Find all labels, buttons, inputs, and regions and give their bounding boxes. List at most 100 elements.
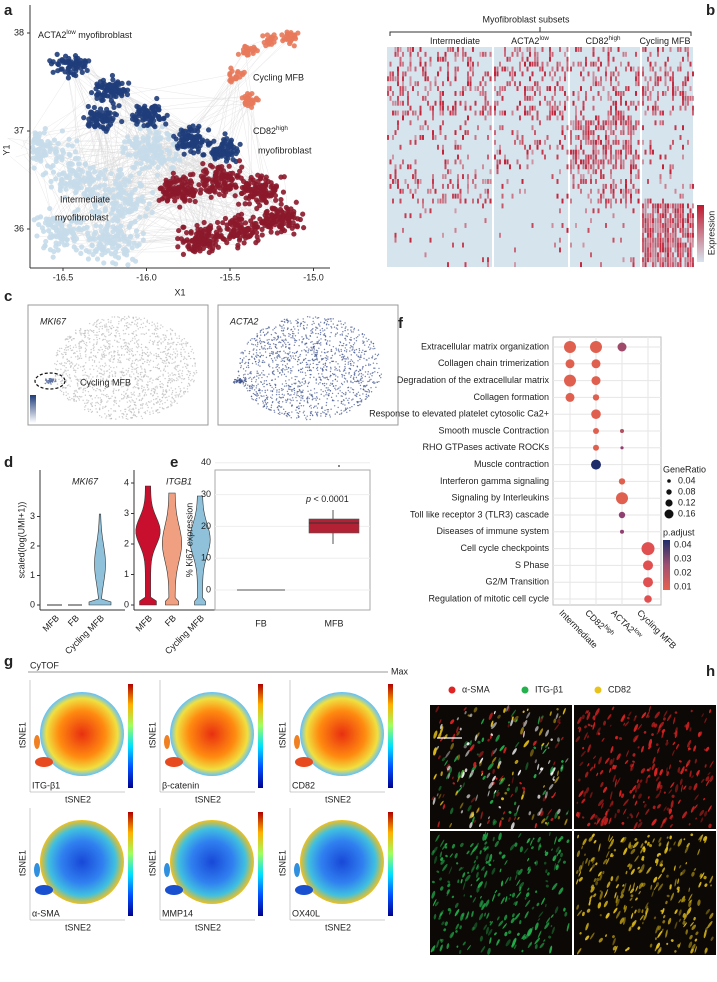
heatmap-cell (464, 105, 467, 111)
tsne-point (165, 362, 167, 364)
heatmap-cell (414, 110, 417, 116)
tsne-point (147, 348, 149, 350)
cell-point (81, 225, 87, 232)
heatmap-cell (559, 100, 561, 106)
tsne-point (187, 391, 189, 393)
heatmap-cell (459, 159, 462, 165)
heatmap-cell (630, 174, 632, 180)
heatmap-cell (622, 257, 625, 263)
heatmap-cell (662, 257, 664, 263)
cell-point (122, 182, 128, 188)
cell-point (91, 104, 97, 111)
heatmap-cell (409, 120, 412, 126)
heatmap-cell (687, 76, 689, 82)
tsne-point (174, 352, 177, 355)
tsne-point (143, 352, 145, 354)
cell-point (97, 214, 103, 220)
heatmap-cell (454, 208, 457, 214)
heatmap-cell (672, 139, 674, 145)
cell-point (181, 224, 187, 230)
heatmap-cell (664, 232, 667, 238)
tsne-point (152, 360, 155, 363)
cell-point (72, 155, 79, 162)
tsne-point (87, 390, 90, 393)
tsne-point (182, 346, 184, 349)
tsne-point (158, 411, 161, 414)
heatmap-cell (534, 47, 536, 52)
cell-point (48, 178, 54, 185)
heatmap-cell (514, 247, 516, 253)
cell-point (165, 131, 171, 137)
tsne-point (80, 357, 83, 360)
heatmap-cell (667, 86, 669, 92)
heatmap-cell (549, 51, 551, 57)
heatmap-cell (627, 188, 630, 194)
heatmap-cell (652, 86, 654, 92)
heatmap-cell (570, 242, 572, 248)
graph-edge (223, 103, 248, 183)
heatmap-cell (597, 120, 600, 126)
cell-point (90, 164, 96, 170)
tsne-point (86, 399, 88, 401)
cell-point (165, 136, 172, 142)
heatmap-cell (605, 203, 607, 209)
cell-point (153, 155, 159, 161)
tsne-point (132, 408, 135, 411)
heatmap-cell (592, 51, 595, 57)
tsne-point (91, 359, 94, 361)
heatmap-cell (652, 232, 654, 238)
cell-point (185, 129, 192, 135)
heatmap-cell (521, 71, 524, 77)
heatmap-cell (409, 139, 412, 145)
heatmap-cell (526, 154, 529, 160)
heatmap-cell (417, 179, 419, 184)
heatmap-cell (612, 115, 615, 121)
tsne-point (169, 374, 171, 376)
tsne-point (111, 356, 113, 358)
tsne-point (115, 332, 118, 334)
tsne-point (181, 370, 184, 372)
tsne-point (107, 340, 109, 342)
cell-point (66, 223, 73, 229)
tsne-point (67, 393, 69, 395)
heatmap-cell (566, 61, 569, 67)
heatmap-cell (437, 198, 439, 204)
heatmap-cell (669, 47, 672, 52)
cell-point (126, 241, 132, 247)
tsne-point (66, 384, 69, 387)
heatmap-cell (615, 125, 617, 131)
cell-point (154, 95, 160, 102)
heatmap-cell (667, 262, 669, 268)
heatmap-cell (669, 66, 672, 72)
cell-point (133, 228, 140, 234)
graph-edge (189, 47, 248, 136)
tsne-point (94, 334, 96, 336)
cell-point (62, 180, 68, 186)
heatmap-cell (389, 95, 392, 101)
heatmap-cell (642, 213, 644, 219)
heatmap-cell (424, 76, 427, 82)
heatmap-cell (590, 174, 592, 180)
heatmap-cell (612, 71, 615, 77)
heatmap-cell (652, 218, 654, 224)
cell-point (175, 178, 181, 184)
cell-point (252, 186, 258, 193)
cell-point (136, 140, 142, 146)
heatmap-cell (559, 247, 561, 253)
heatmap-cell (464, 120, 467, 126)
heatmap-cell (499, 110, 501, 116)
heatmap-cell (592, 149, 595, 155)
heatmap-cell (472, 198, 474, 204)
cell-point (101, 113, 107, 119)
heatmap-cell (392, 76, 394, 82)
tsne-point (152, 379, 154, 381)
tsne-point (140, 387, 143, 390)
heatmap-cell (607, 135, 610, 140)
heatmap-cell (672, 208, 674, 214)
heatmap-cell (637, 174, 640, 180)
cell-point (143, 147, 149, 153)
tsne-point (96, 411, 98, 413)
heatmap-cell (615, 105, 617, 111)
heatmap-cell (514, 81, 516, 87)
heatmap-cell (610, 169, 612, 175)
